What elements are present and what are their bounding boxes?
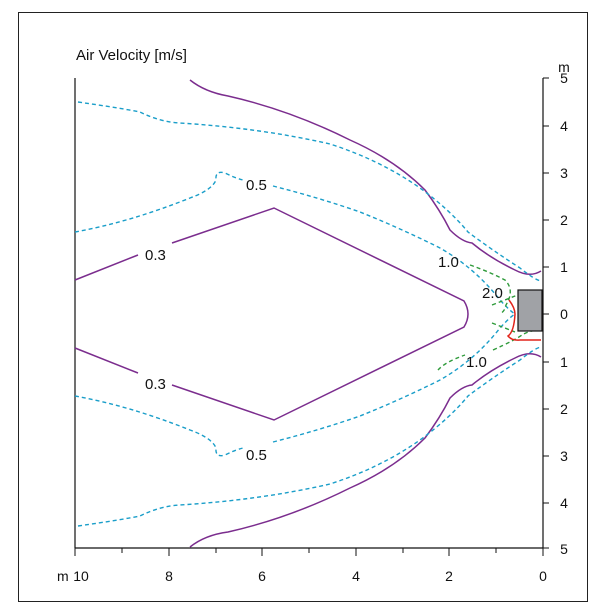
y-tick-label: 1 (560, 259, 568, 275)
x-axis-ticks (74, 548, 544, 556)
x-tick-labels: 10 8 6 4 2 0 (73, 568, 547, 584)
y-tick-label: 2 (560, 212, 568, 228)
y-unit-label: m (558, 59, 570, 75)
figure-frame (18, 12, 588, 602)
y-tick-label: 4 (560, 118, 568, 134)
contour-label-2-0: 2.0 (482, 285, 503, 302)
x-unit-label: m (57, 568, 69, 584)
contour-label-1-0-bottom: 1.0 (466, 354, 487, 371)
x-tick-label: 0 (539, 568, 547, 584)
air-outlet (517, 289, 543, 332)
contour-0-3 (74, 79, 542, 548)
x-tick-label: 8 (165, 568, 173, 584)
diagram-title: Air Velocity [m/s] (76, 47, 187, 64)
y-tick-label: 2 (560, 401, 568, 417)
y-tick-label: 0 (560, 306, 568, 322)
y-axis-ticks (543, 77, 549, 549)
contour-0-5 (74, 101, 542, 527)
contour-label-1-0-top: 1.0 (438, 254, 459, 271)
y-tick-labels: 5 4 3 2 1 0 1 2 3 4 5 (560, 70, 568, 557)
contour-labels: 0.3 0.3 0.5 0.5 1.0 1.0 2.0 (145, 177, 503, 464)
contour-label-0-3-bottom: 0.3 (145, 376, 166, 393)
y-tick-label: 5 (560, 70, 568, 86)
contour-label-0-5-bottom: 0.5 (246, 447, 267, 464)
y-tick-label: 3 (560, 165, 568, 181)
y-tick-label: 5 (560, 541, 568, 557)
y-tick-label: 3 (560, 448, 568, 464)
x-tick-label: 6 (258, 568, 266, 584)
x-tick-label: 4 (352, 568, 360, 584)
contour-label-0-5-top: 0.5 (246, 177, 267, 194)
contour-2-0 (506, 299, 541, 341)
contour-label-0-3-top: 0.3 (145, 247, 166, 264)
y-tick-label: 1 (560, 354, 568, 370)
x-tick-label: 10 (73, 568, 89, 584)
y-tick-label: 4 (560, 495, 568, 511)
x-tick-label: 2 (445, 568, 453, 584)
